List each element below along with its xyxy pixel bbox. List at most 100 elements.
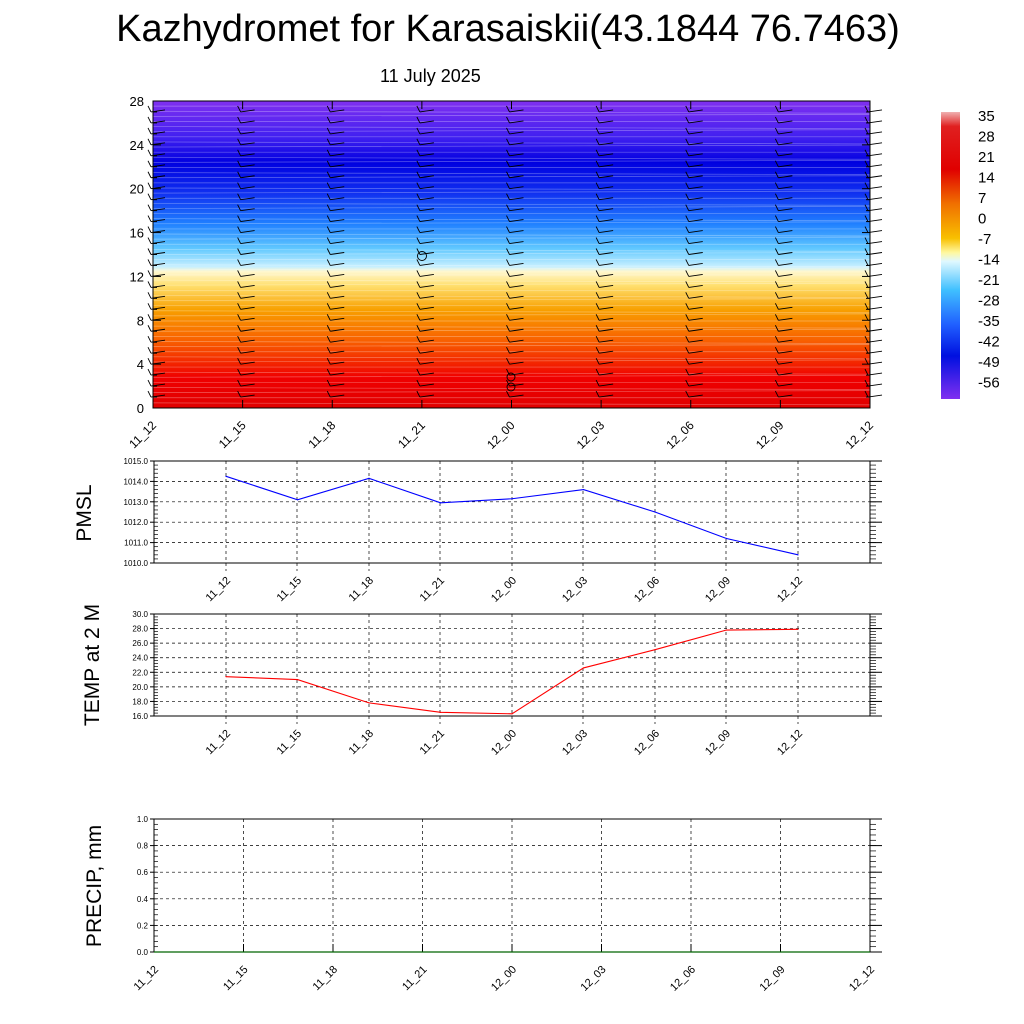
wind-barb-flag: [864, 379, 869, 387]
wind-barb-flag: [506, 270, 510, 277]
wind-barb: [599, 208, 614, 212]
wind-barb: [778, 263, 793, 266]
wind-barb-flag: [595, 171, 600, 178]
wind-barb-flag: [774, 303, 779, 310]
wind-barb: [330, 350, 345, 354]
y-tick-label: 30.0: [132, 610, 148, 619]
wind-barb: [330, 306, 345, 310]
wind-barb-flag: [685, 116, 690, 124]
wind-barb-flag: [595, 325, 600, 332]
wind-barb: [240, 120, 255, 124]
wind-barb: [509, 153, 524, 157]
data-point: [725, 629, 728, 631]
isotherm-line: [152, 218, 871, 222]
colorbar-label: -28: [978, 293, 1000, 310]
y-tick-label: 1013.0: [124, 498, 149, 507]
wind-barb: [599, 383, 614, 387]
calm-wind-marker: [506, 372, 516, 382]
wind-barb-flag: [326, 149, 331, 157]
wind-barb-flag: [147, 127, 152, 135]
wind-barb-flag: [506, 215, 510, 222]
wind-barb-flag: [416, 127, 421, 135]
colorbar-label: -42: [978, 334, 1000, 351]
wind-barb: [419, 109, 434, 113]
y-tick-label: 16: [130, 226, 144, 241]
wind-barb-flag: [237, 346, 242, 354]
wind-barb: [688, 120, 703, 124]
wind-barb: [240, 295, 255, 299]
wind-barb-flag: [506, 314, 510, 321]
wind-barb-flag: [326, 368, 331, 376]
wind-barb-flag: [237, 116, 242, 124]
y-tick-label: 0: [137, 401, 144, 416]
wind-barb-flag: [147, 116, 152, 124]
wind-barb: [240, 131, 255, 135]
wind-barb: [330, 394, 345, 398]
wind-barb: [419, 241, 434, 244]
x-tick-label: 12_03: [574, 418, 608, 452]
wind-barb: [509, 186, 524, 190]
wind-barb: [599, 153, 614, 157]
wind-barb-flag: [326, 204, 331, 211]
data-point: [797, 554, 799, 556]
wind-barb: [419, 186, 434, 190]
y-tick-label: 1.0: [137, 815, 149, 824]
wind-barb-flag: [326, 281, 331, 288]
wind-barb-flag: [595, 127, 600, 135]
colorbar-label: -21: [978, 272, 1000, 289]
wind-barb-flag: [506, 171, 510, 178]
wind-barb: [419, 120, 434, 124]
y-tick-label: 1011.0: [124, 539, 148, 548]
wind-barb: [330, 372, 345, 376]
isotherm-line: [152, 328, 871, 332]
wind-barb-flag: [864, 215, 869, 222]
wind-barb-flag: [506, 259, 510, 266]
wind-barb-flag: [685, 138, 690, 146]
wind-barb-flag: [326, 390, 331, 398]
x-tick-label: 11_18: [347, 575, 377, 605]
wind-barb-flag: [685, 281, 690, 288]
wind-barb: [509, 372, 524, 376]
wind-barb-flag: [237, 149, 242, 157]
y-tick-label: 1015.0: [124, 457, 149, 466]
wind-barb-flag: [326, 325, 331, 332]
wind-barb: [240, 153, 255, 157]
wind-barb-flag: [774, 346, 779, 354]
temperature-heatmap: 0 4 8 12 16 20 24 28 11_12 11_15 11_18 11_21 12_00 1…: [126, 94, 883, 452]
isotherm-line: [152, 267, 871, 271]
wind-barb-flag: [774, 379, 779, 387]
wind-barb-flag: [237, 171, 242, 178]
wind-barb-flag: [506, 303, 510, 310]
wind-barb-flag: [864, 127, 869, 135]
calm-wind-marker: [506, 382, 516, 392]
wind-barb-flag: [774, 193, 779, 200]
wind-barb-flag: [147, 303, 152, 310]
wind-barb-flag: [326, 182, 331, 189]
wind-barb-flag: [685, 193, 690, 200]
wind-barb-flag: [237, 193, 242, 200]
wind-barb-flag: [506, 182, 510, 189]
wind-barb-flag: [685, 248, 690, 255]
colorbar-label: 14: [978, 170, 995, 187]
data-point: [797, 628, 799, 630]
wind-barb-flag: [595, 215, 600, 222]
wind-barb: [240, 306, 255, 310]
isotherm-line: [152, 113, 871, 117]
wind-barb-flag: [685, 379, 690, 387]
wind-barb: [688, 284, 703, 288]
wind-barb-flag: [237, 336, 242, 343]
wind-barb: [688, 197, 703, 201]
wind-barb-flag: [864, 149, 869, 157]
isotherm-line: [152, 252, 871, 255]
wind-barb: [688, 252, 703, 255]
wind-barb: [419, 361, 434, 365]
wind-barb: [330, 383, 345, 387]
wind-barb-flag: [416, 368, 421, 376]
wind-barb-flag: [237, 138, 242, 146]
wind-barb-flag: [774, 226, 779, 233]
wind-barb-flag: [416, 259, 421, 266]
data-point: [439, 711, 442, 713]
wind-barb-flag: [237, 368, 242, 376]
wind-barb: [330, 361, 345, 365]
wind-barb: [778, 109, 793, 113]
